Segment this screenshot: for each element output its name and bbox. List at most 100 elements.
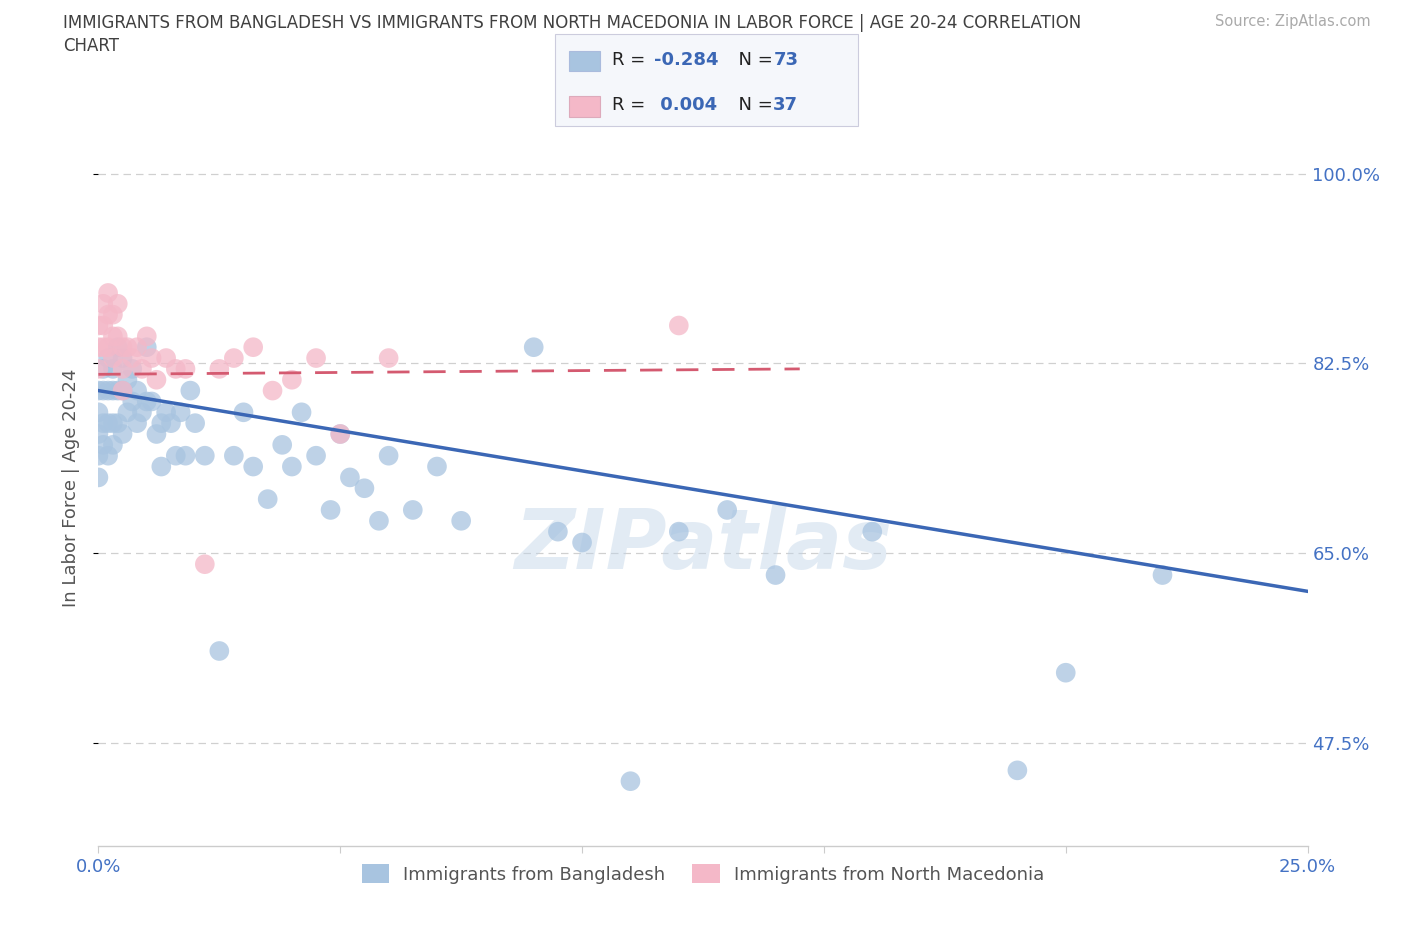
Text: N =: N = xyxy=(727,97,779,114)
Point xyxy=(87,383,110,398)
Point xyxy=(87,362,110,377)
Point xyxy=(117,339,139,354)
Point xyxy=(91,297,114,312)
Point xyxy=(101,307,124,322)
Point xyxy=(121,362,143,377)
Point xyxy=(87,427,110,442)
Point xyxy=(87,470,110,485)
Point xyxy=(87,339,110,354)
Point xyxy=(91,437,114,452)
Point xyxy=(290,405,312,419)
Point xyxy=(97,286,120,300)
Point xyxy=(242,339,264,354)
Point xyxy=(339,470,361,485)
Point xyxy=(87,448,110,463)
Point xyxy=(97,448,120,463)
Point xyxy=(107,329,129,344)
Point xyxy=(97,383,120,398)
Point xyxy=(145,427,167,442)
Point xyxy=(107,339,129,354)
Point xyxy=(127,416,149,431)
Point xyxy=(117,405,139,419)
Point xyxy=(402,502,425,517)
Point xyxy=(242,459,264,474)
Point xyxy=(107,416,129,431)
Point xyxy=(91,416,114,431)
Point xyxy=(101,437,124,452)
Point xyxy=(1007,763,1029,777)
Point xyxy=(208,362,231,377)
Point xyxy=(135,339,157,354)
Point xyxy=(107,383,129,398)
Point xyxy=(150,416,173,431)
Point xyxy=(131,362,153,377)
Point xyxy=(450,513,472,528)
Point xyxy=(174,448,197,463)
Point xyxy=(87,318,110,333)
Point xyxy=(111,351,134,365)
Point xyxy=(305,448,328,463)
Legend: Immigrants from Bangladesh, Immigrants from North Macedonia: Immigrants from Bangladesh, Immigrants f… xyxy=(354,857,1052,891)
Point xyxy=(131,405,153,419)
Point xyxy=(1054,665,1077,680)
Point xyxy=(111,362,134,377)
Point xyxy=(184,416,207,431)
Text: -0.284: -0.284 xyxy=(654,51,718,69)
Point xyxy=(860,525,883,539)
Point xyxy=(232,405,254,419)
Point xyxy=(127,383,149,398)
Point xyxy=(668,525,690,539)
Text: R =: R = xyxy=(612,97,651,114)
Y-axis label: In Labor Force | Age 20-24: In Labor Force | Age 20-24 xyxy=(62,369,80,607)
Point xyxy=(256,492,278,507)
Point xyxy=(141,394,163,409)
Point xyxy=(426,459,449,474)
Point xyxy=(281,372,304,387)
Point xyxy=(668,318,690,333)
Point xyxy=(329,427,352,442)
Point xyxy=(377,448,399,463)
Point xyxy=(281,459,304,474)
Point xyxy=(194,557,217,572)
Point xyxy=(101,416,124,431)
Point xyxy=(155,351,177,365)
Point xyxy=(135,394,157,409)
Point xyxy=(141,351,163,365)
Point xyxy=(87,405,110,419)
Point xyxy=(91,383,114,398)
Text: 0.004: 0.004 xyxy=(654,97,717,114)
Point xyxy=(97,339,120,354)
Point xyxy=(155,405,177,419)
Point xyxy=(208,644,231,658)
Point xyxy=(150,459,173,474)
Point xyxy=(377,351,399,365)
Text: 37: 37 xyxy=(773,97,799,114)
Point xyxy=(619,774,641,789)
Point xyxy=(179,383,201,398)
Point xyxy=(547,525,569,539)
Point xyxy=(101,329,124,344)
Point xyxy=(111,427,134,442)
Point xyxy=(101,351,124,365)
Point xyxy=(91,339,114,354)
Point xyxy=(97,307,120,322)
Point xyxy=(523,339,546,354)
Point xyxy=(135,329,157,344)
Point xyxy=(353,481,375,496)
Point xyxy=(169,405,191,419)
Point xyxy=(101,383,124,398)
Point xyxy=(165,362,187,377)
Point xyxy=(97,351,120,365)
Point xyxy=(262,383,284,398)
Point xyxy=(765,567,787,582)
Point xyxy=(107,297,129,312)
Point xyxy=(368,513,391,528)
Point xyxy=(121,351,143,365)
Point xyxy=(194,448,217,463)
Point xyxy=(174,362,197,377)
Point xyxy=(305,351,328,365)
Point xyxy=(127,339,149,354)
Text: ZIPatlas: ZIPatlas xyxy=(515,505,891,586)
Point xyxy=(329,427,352,442)
Point xyxy=(101,362,124,377)
